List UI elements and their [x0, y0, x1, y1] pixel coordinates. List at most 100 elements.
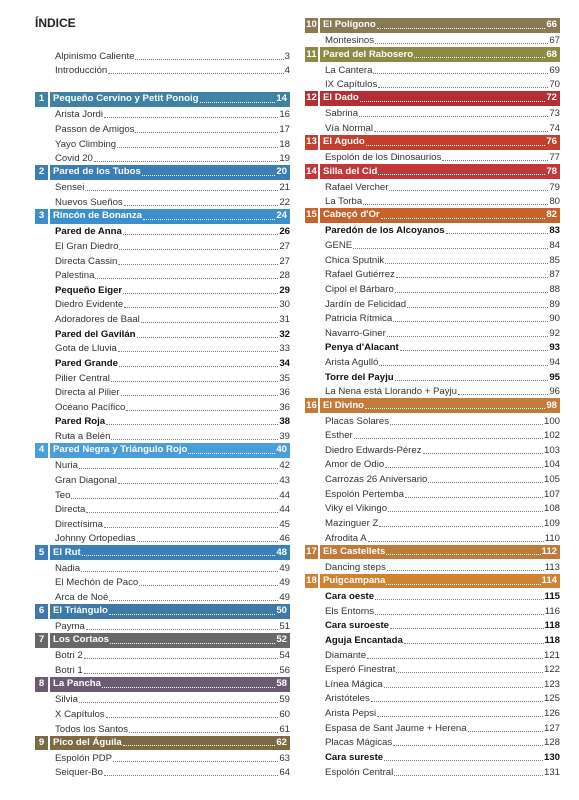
section-header: 9 Pico del Águila 62 — [35, 735, 290, 751]
index-entry: Alpinismo Caliente 3 — [35, 48, 290, 63]
entry-name: Cara oeste — [325, 591, 375, 602]
entry-page: 27 — [279, 240, 290, 252]
entry-name: Arista Jordi — [55, 109, 103, 121]
section-header: 11 Pared del Rabosero 68 — [305, 47, 560, 62]
leader-dots — [86, 512, 279, 514]
entry-name: Espasa de Sant Jaume + Herena — [325, 722, 467, 734]
leader-dots — [386, 569, 544, 571]
entry-page: 80 — [549, 196, 560, 208]
section-bar: Silla del Cid 78 — [320, 164, 560, 179]
section-bar: Pico del Águila 62 — [50, 735, 290, 751]
section-page: 48 — [276, 546, 287, 558]
leader-dots — [375, 43, 549, 45]
entry-page: 33 — [279, 343, 290, 355]
leader-dots — [119, 248, 279, 250]
entry-page: 110 — [544, 532, 560, 544]
leader-dots — [385, 467, 543, 469]
entry-name: Aristóteles — [325, 693, 370, 705]
entry-name: La Torba — [325, 196, 363, 208]
index-entry: Aristóteles 125 — [305, 691, 560, 706]
leader-dots — [199, 96, 276, 103]
entry-name: Pequeño Eiger — [55, 284, 123, 296]
entry-page: 51 — [279, 621, 290, 633]
index-entry: El Gran Diedro 27 — [35, 238, 290, 253]
section-bar: Rincón de Bonanza 24 — [50, 209, 290, 224]
entry-name: Todos los Santos — [55, 723, 129, 735]
entry-page: 17 — [279, 123, 290, 135]
entry-name: Pared Roja — [55, 416, 106, 428]
index-entry: Placas Mágicas 128 — [305, 735, 560, 750]
section-header: 7 Los Cortaos 52 — [35, 633, 290, 648]
entry-page: 74 — [549, 123, 560, 134]
index-entry: Dancing steps 113 — [305, 559, 560, 574]
index-entry: Montesinos 67 — [305, 33, 560, 48]
entry-page: 88 — [549, 283, 560, 295]
entry-name: Diedro Evidente — [55, 299, 124, 311]
index-entry: Pared del Gavilán 32 — [35, 326, 290, 341]
entry-name: Sensei — [55, 182, 85, 194]
entry-page: 42 — [279, 460, 290, 472]
entry-name: Silvia — [55, 694, 78, 706]
leader-dots — [118, 365, 279, 367]
entry-page: 69 — [549, 64, 560, 76]
entry-page: 107 — [543, 488, 560, 500]
index-entry: Botri 1 56 — [35, 662, 290, 677]
entry-name: Directa — [55, 504, 86, 516]
section-number: 1 — [35, 92, 50, 107]
section-page: 72 — [546, 92, 557, 104]
index-entry: Pared Roja 38 — [35, 414, 290, 429]
section-header: 2 Pared de los Tubos 20 — [35, 165, 290, 180]
entry-page: 70 — [549, 79, 560, 91]
section-title: Cabeçó d'Or — [323, 209, 380, 221]
leader-dots — [353, 438, 543, 440]
index-entry: Paredón de los Alcoyanos 83 — [305, 223, 560, 238]
index-entry: Directísima 45 — [35, 516, 290, 531]
entry-page: 102 — [543, 430, 560, 442]
leader-dots — [104, 775, 279, 777]
leader-dots — [373, 72, 549, 74]
index-entry: Diamante 121 — [305, 647, 560, 662]
leader-dots — [103, 117, 279, 119]
index-entry: Aguja Encantada 118 — [305, 632, 560, 647]
leader-dots — [399, 350, 549, 352]
entry-name: Adoradores de Baal — [55, 314, 140, 325]
entry-page: 121 — [543, 649, 560, 661]
section-header: 17 Els Castellets 112 — [305, 544, 560, 560]
section-header: 12 El Dado 72 — [305, 91, 560, 106]
entry-page: 79 — [549, 181, 560, 193]
index-entry: Introducción 4 — [35, 63, 290, 78]
index-entry: IX Capítulos 70 — [305, 77, 560, 92]
leader-dots — [105, 716, 279, 718]
entry-name: Passon de Amigos — [55, 123, 135, 135]
index-entry: Covid 20 19 — [35, 151, 290, 166]
index-entry: Arista Agulló 94 — [305, 354, 560, 369]
entry-name: Directísima — [55, 518, 103, 530]
section-bar: El Dado 72 — [320, 91, 560, 106]
entry-name: Paredón de los Alcoyanos — [325, 225, 445, 237]
leader-dots — [390, 423, 543, 425]
index-entry: Arca de Noé 49 — [35, 589, 290, 604]
leader-dots — [117, 146, 279, 148]
entry-page: 35 — [279, 372, 290, 384]
entry-page: 113 — [544, 561, 560, 573]
index-entry: Seiquer-Bo 64 — [35, 765, 290, 780]
leader-dots — [93, 161, 279, 163]
entry-page: 34 — [279, 357, 290, 369]
entry-name: Alpinismo Caliente — [55, 50, 135, 62]
entry-page: 84 — [549, 240, 560, 251]
section-header: 13 El Agudo 76 — [305, 135, 560, 150]
index-entry: La Torba 80 — [305, 194, 560, 209]
entry-name: Directa al Pilier — [55, 387, 120, 399]
section-title: Pared de los Tubos — [53, 166, 141, 178]
section-number: 18 — [305, 573, 320, 589]
leader-dots — [108, 73, 284, 75]
section-page: 40 — [276, 444, 287, 456]
index-entry: Pequeño Eiger 29 — [35, 282, 290, 297]
section-title: El Triángulo — [53, 605, 108, 617]
index-entry: La Nena está Llorando + Payju 96 — [305, 384, 560, 399]
entry-page: 27 — [279, 255, 290, 267]
leader-dots — [106, 424, 279, 426]
section-number: 6 — [35, 603, 50, 619]
entry-page: 118 — [544, 620, 560, 632]
entry-name: Afrodita A — [325, 532, 367, 544]
